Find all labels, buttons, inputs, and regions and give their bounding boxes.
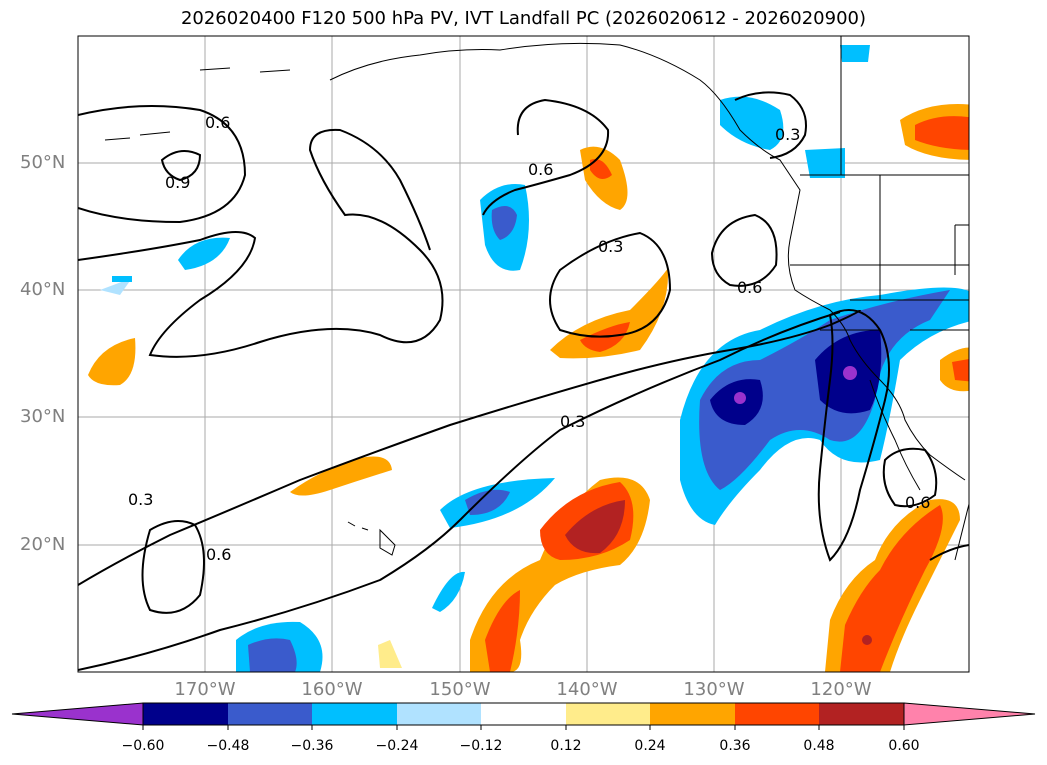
colorbar-tick-label: 0.60 xyxy=(888,738,920,754)
colorbar-bin xyxy=(481,703,566,725)
colorbar-bin xyxy=(143,703,228,725)
political-borders xyxy=(790,36,969,331)
colorbar-bin xyxy=(566,703,650,725)
map-frame xyxy=(77,35,970,673)
lat-label: 20°N xyxy=(20,534,66,555)
lat-label: 40°N xyxy=(20,279,66,300)
lon-label: 140°W xyxy=(556,679,618,700)
colorbar-tick-label: −0.48 xyxy=(206,738,250,754)
contour-label: 0.6 xyxy=(528,160,553,179)
colorbar-extend-low xyxy=(11,702,144,726)
colorbar-tick-label: 0.12 xyxy=(550,738,582,754)
colorbar-outline xyxy=(142,702,905,726)
lon-label: 120°W xyxy=(810,679,872,700)
colorbar-tick-label: 0.36 xyxy=(719,738,751,754)
colorbar-bin xyxy=(312,703,397,725)
colorbar-tick-label: −0.24 xyxy=(375,738,419,754)
contour-label: 0.6 xyxy=(905,493,930,512)
lat-label: 30°N xyxy=(20,406,66,427)
contour-label: 0.6 xyxy=(206,545,231,564)
colorbar-bin xyxy=(650,703,735,725)
colorbar-tick-label: −0.36 xyxy=(290,738,334,754)
lon-label: 160°W xyxy=(301,679,363,700)
contour-label: 0.3 xyxy=(598,237,623,256)
colorbar-bin xyxy=(819,703,904,725)
contour-label: 0.6 xyxy=(737,278,762,297)
lon-label: 130°W xyxy=(683,679,745,700)
map-title: 2026020400 F120 500 hPa PV, IVT Landfall… xyxy=(180,8,867,29)
colorbar-tick-label: 0.48 xyxy=(803,738,835,754)
positive-ivt-shading xyxy=(88,104,969,672)
contour-label: 0.9 xyxy=(165,173,190,192)
contour-label: 0.3 xyxy=(775,125,800,144)
colorbar-bin xyxy=(735,703,819,725)
colorbar-bin xyxy=(397,703,481,725)
pv-contours xyxy=(78,91,969,671)
colorbar xyxy=(11,702,1036,730)
coastlines xyxy=(104,42,969,561)
colorbar-tick-label: −0.12 xyxy=(459,738,503,754)
colorbar-tick-label: −0.60 xyxy=(121,738,165,754)
contour-labels: 0.6 0.9 0.6 0.3 0.3 0.6 0.3 0.3 0.6 0.6 xyxy=(128,113,930,564)
map-plot-area xyxy=(78,36,969,672)
lon-label: 150°W xyxy=(429,679,491,700)
lat-label: 50°N xyxy=(20,152,66,173)
colorbar-tick-label: 0.24 xyxy=(634,738,666,754)
colorbar-bin xyxy=(228,703,312,725)
colorbar-extend-high xyxy=(903,702,1036,726)
lon-label: 170°W xyxy=(174,679,236,700)
contour-label: 0.6 xyxy=(205,113,230,132)
contour-label: 0.3 xyxy=(128,490,153,509)
contour-label: 0.3 xyxy=(560,412,585,431)
